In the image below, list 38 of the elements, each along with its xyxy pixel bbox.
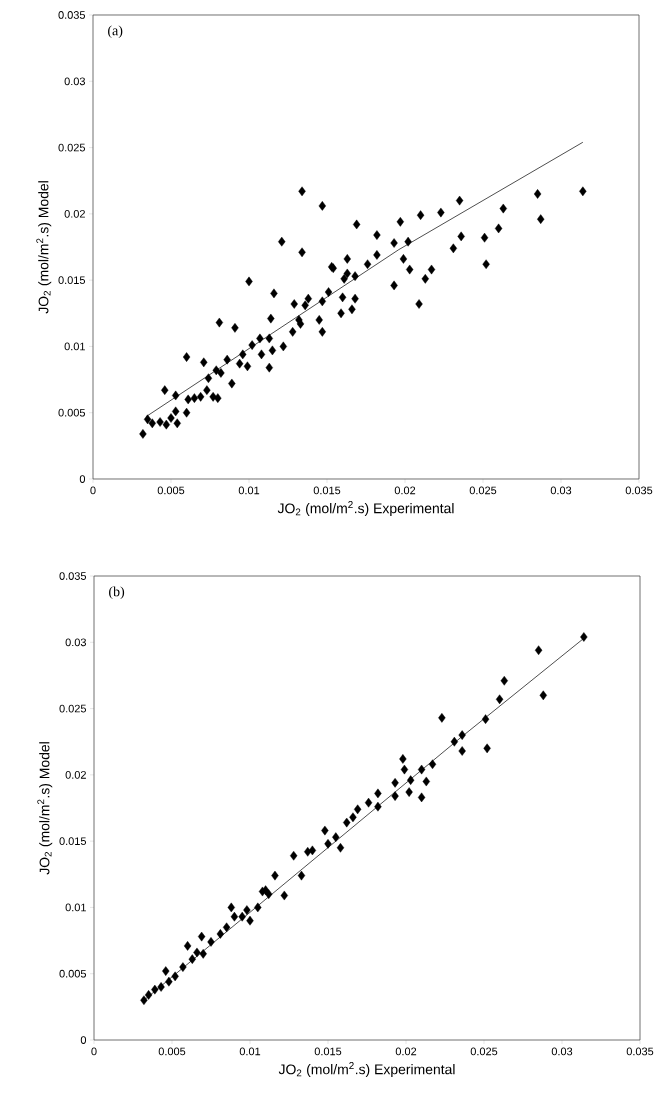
x-tick-label: 0.01 <box>239 1047 261 1056</box>
y-axis-title: JO$_{2}$ (mol/m$^{2}$.s) Model <box>37 742 53 875</box>
y-tick-label: 0.025 <box>58 143 86 152</box>
x-tick-label: 0.035 <box>625 486 653 495</box>
y-tick-label: 0 <box>80 1036 87 1044</box>
x-tick-label: 0 <box>90 486 96 495</box>
y-tick-label: 0.03 <box>64 77 85 86</box>
x-tick-label: 0.025 <box>470 1047 498 1056</box>
x-tick-label: 0.01 <box>238 486 260 495</box>
x-tick-label: 0.025 <box>469 486 497 495</box>
x-axis-title: JO$_{2}$ (mol/m$^{2}$.s) Experimental <box>277 501 454 517</box>
x-tick-label: 0.03 <box>550 486 572 495</box>
y-tick-label: 0.03 <box>65 638 86 647</box>
x-tick-label: 0.005 <box>157 486 185 495</box>
x-tick-label: 0.03 <box>551 1047 573 1056</box>
y-tick-label: 0.02 <box>64 209 85 218</box>
x-tick-label: 0.005 <box>158 1047 186 1056</box>
y-tick-label: 0.035 <box>59 572 87 580</box>
y-tick-label: 0.005 <box>59 969 87 978</box>
y-tick-label: 0.035 <box>58 11 86 19</box>
x-tick-label: 0.015 <box>314 1047 342 1056</box>
y-tick-label: 0.015 <box>59 837 87 846</box>
annotation: (a) <box>108 25 123 39</box>
y-tick-label: 0.02 <box>65 770 86 779</box>
x-tick-label: 0 <box>91 1047 97 1056</box>
x-tick-label: 0.015 <box>313 486 341 495</box>
x-tick-label: 0.02 <box>395 1047 417 1056</box>
y-tick-label: 0 <box>79 475 86 483</box>
y-tick-label: 0.015 <box>58 276 86 285</box>
y-tick-label: 0.01 <box>65 903 86 912</box>
x-axis-title: JO$_{2}$ (mol/m$^{2}$.s) Experimental <box>278 1062 455 1078</box>
x-tick-label: 0.02 <box>394 486 416 495</box>
y-tick-label: 0.01 <box>64 342 85 351</box>
x-tick-label: 0.035 <box>626 1047 654 1056</box>
y-tick-label: 0.025 <box>59 704 87 713</box>
y-axis-title: JO$_{2}$ (mol/m$^{2}$.s) Model <box>36 181 52 314</box>
y-tick-label: 0.005 <box>58 408 86 417</box>
annotation: (b) <box>109 586 125 600</box>
